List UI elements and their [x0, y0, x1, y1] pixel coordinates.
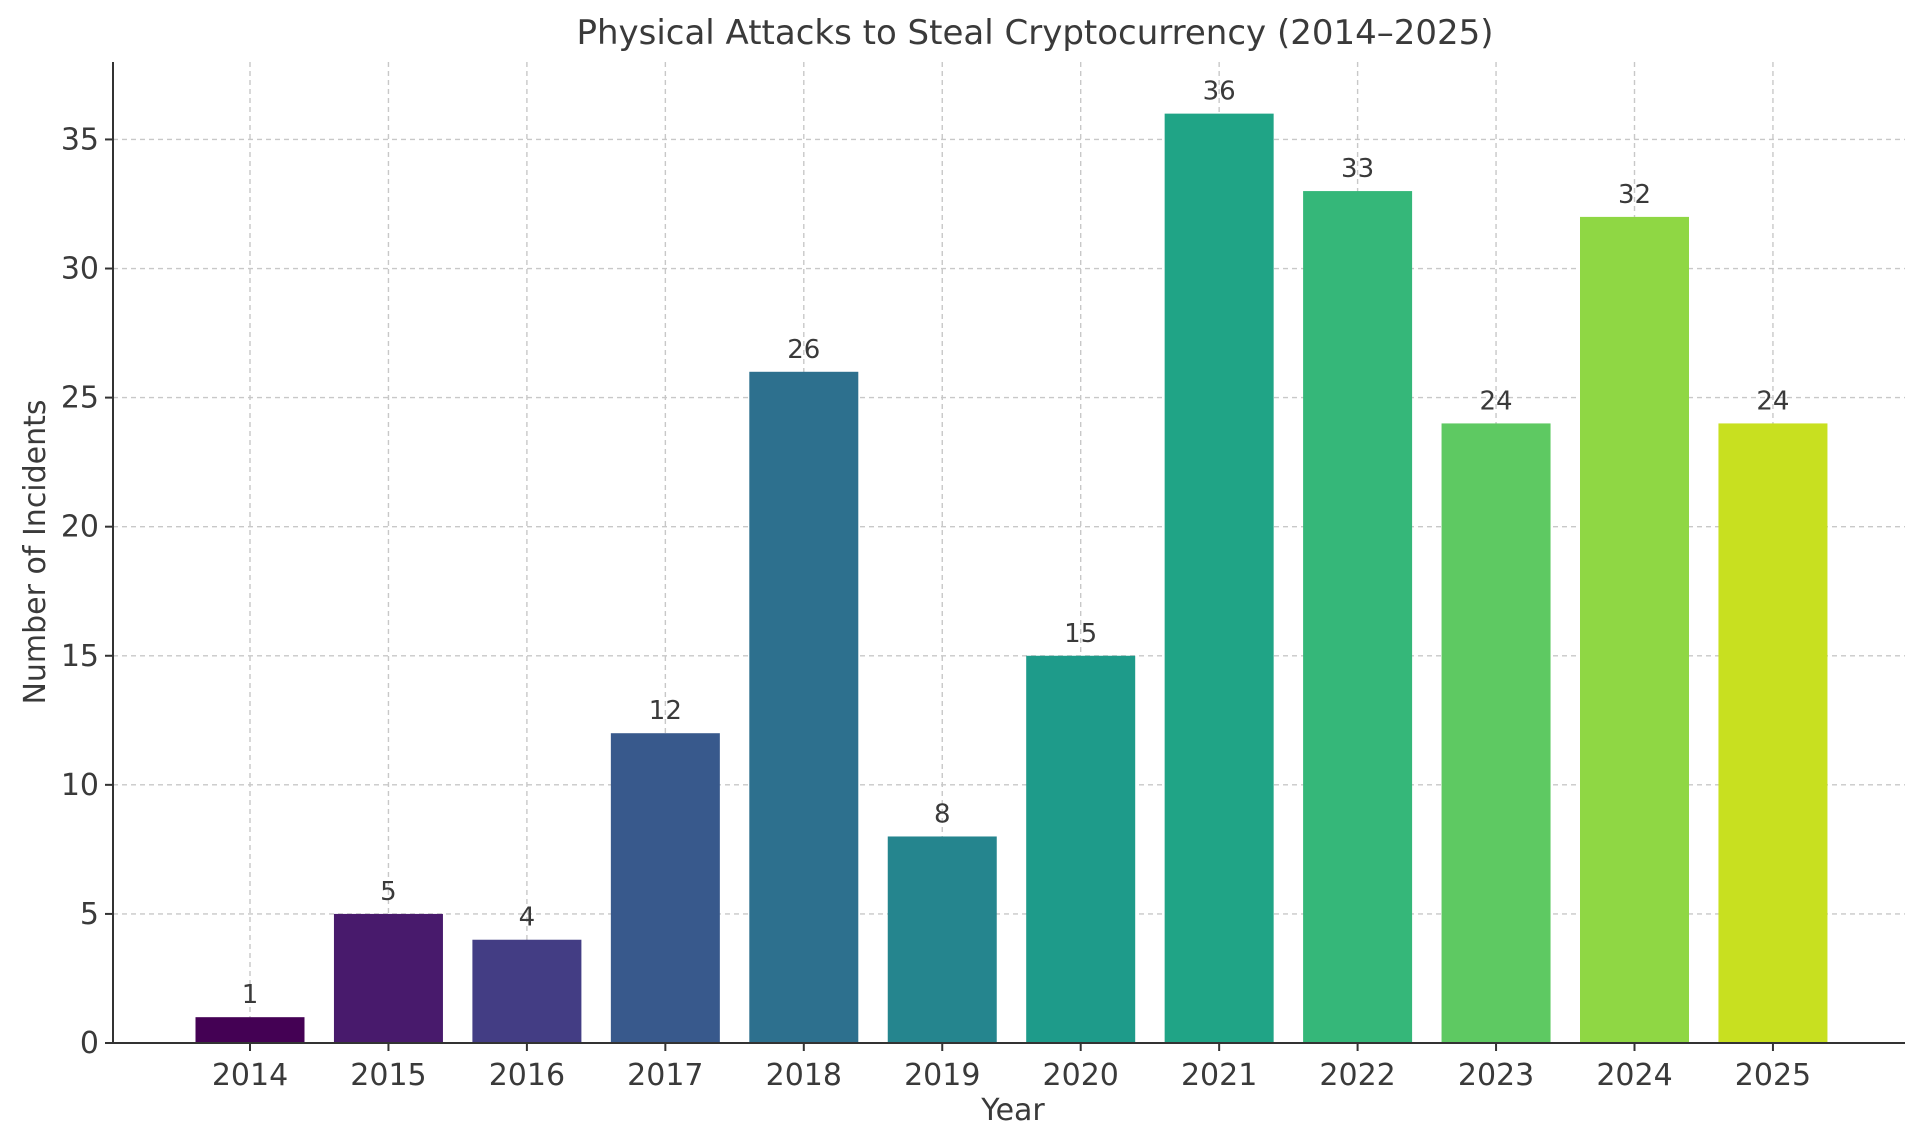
- y-axis-label: Number of Incidents: [18, 399, 53, 704]
- x-tick-label-2018: 2018: [766, 1058, 842, 1093]
- y-tick-label-35: 35: [61, 122, 99, 157]
- data-label-2019: 8: [934, 799, 951, 829]
- bar-2019: [887, 836, 997, 1043]
- y-tick-label-5: 5: [80, 897, 99, 932]
- data-label-2017: 12: [649, 696, 682, 726]
- axis-layer: [105, 62, 1905, 1051]
- data-label-2022: 33: [1341, 154, 1374, 184]
- bar-2018: [749, 371, 859, 1044]
- x-tick-label-2020: 2020: [1043, 1058, 1119, 1093]
- data-label-2023: 24: [1480, 386, 1513, 416]
- bar-2021: [1164, 113, 1274, 1043]
- data-label-2015: 5: [380, 877, 397, 907]
- y-tick-label-10: 10: [61, 768, 99, 803]
- y-tick-label-25: 25: [61, 381, 99, 416]
- data-label-2014: 1: [242, 980, 259, 1010]
- data-label-2020: 15: [1064, 619, 1097, 649]
- bar-2022: [1303, 191, 1413, 1043]
- data-label-2021: 36: [1203, 77, 1236, 107]
- data-label-2025: 24: [1756, 386, 1789, 416]
- bar-2024: [1580, 216, 1689, 1044]
- data-label-2018: 26: [787, 335, 820, 365]
- x-tick-label-2023: 2023: [1458, 1058, 1534, 1093]
- bar-2015: [333, 913, 443, 1043]
- bar-2020: [1026, 655, 1136, 1043]
- bar-2014: [195, 1017, 305, 1043]
- x-tick-label-2019: 2019: [904, 1058, 980, 1093]
- x-axis-label: Year: [980, 1093, 1045, 1128]
- y-tick-label-20: 20: [61, 510, 99, 545]
- chart-title: Physical Attacks to Steal Cryptocurrency…: [576, 13, 1493, 53]
- x-tick-label-2016: 2016: [489, 1058, 565, 1093]
- y-tick-label-30: 30: [61, 252, 99, 287]
- bar-2023: [1441, 423, 1551, 1044]
- x-tick-label-2022: 2022: [1319, 1058, 1395, 1093]
- x-tick-label-2015: 2015: [350, 1058, 426, 1093]
- bar-2017: [610, 733, 720, 1043]
- bar-2025: [1718, 423, 1828, 1044]
- x-tick-label-2024: 2024: [1596, 1058, 1672, 1093]
- x-tick-label-2017: 2017: [627, 1058, 703, 1093]
- text-layer: 0510152025303512014520154201612201726201…: [61, 77, 1811, 1093]
- bar-layer: [195, 113, 1828, 1044]
- data-label-2024: 32: [1618, 180, 1651, 210]
- y-tick-label-0: 0: [80, 1026, 99, 1061]
- bar-2016: [472, 939, 582, 1043]
- data-label-2016: 4: [519, 903, 536, 933]
- y-tick-label-15: 15: [61, 639, 99, 674]
- x-tick-label-2014: 2014: [212, 1058, 288, 1093]
- x-tick-label-2021: 2021: [1181, 1058, 1257, 1093]
- x-tick-label-2025: 2025: [1735, 1058, 1811, 1093]
